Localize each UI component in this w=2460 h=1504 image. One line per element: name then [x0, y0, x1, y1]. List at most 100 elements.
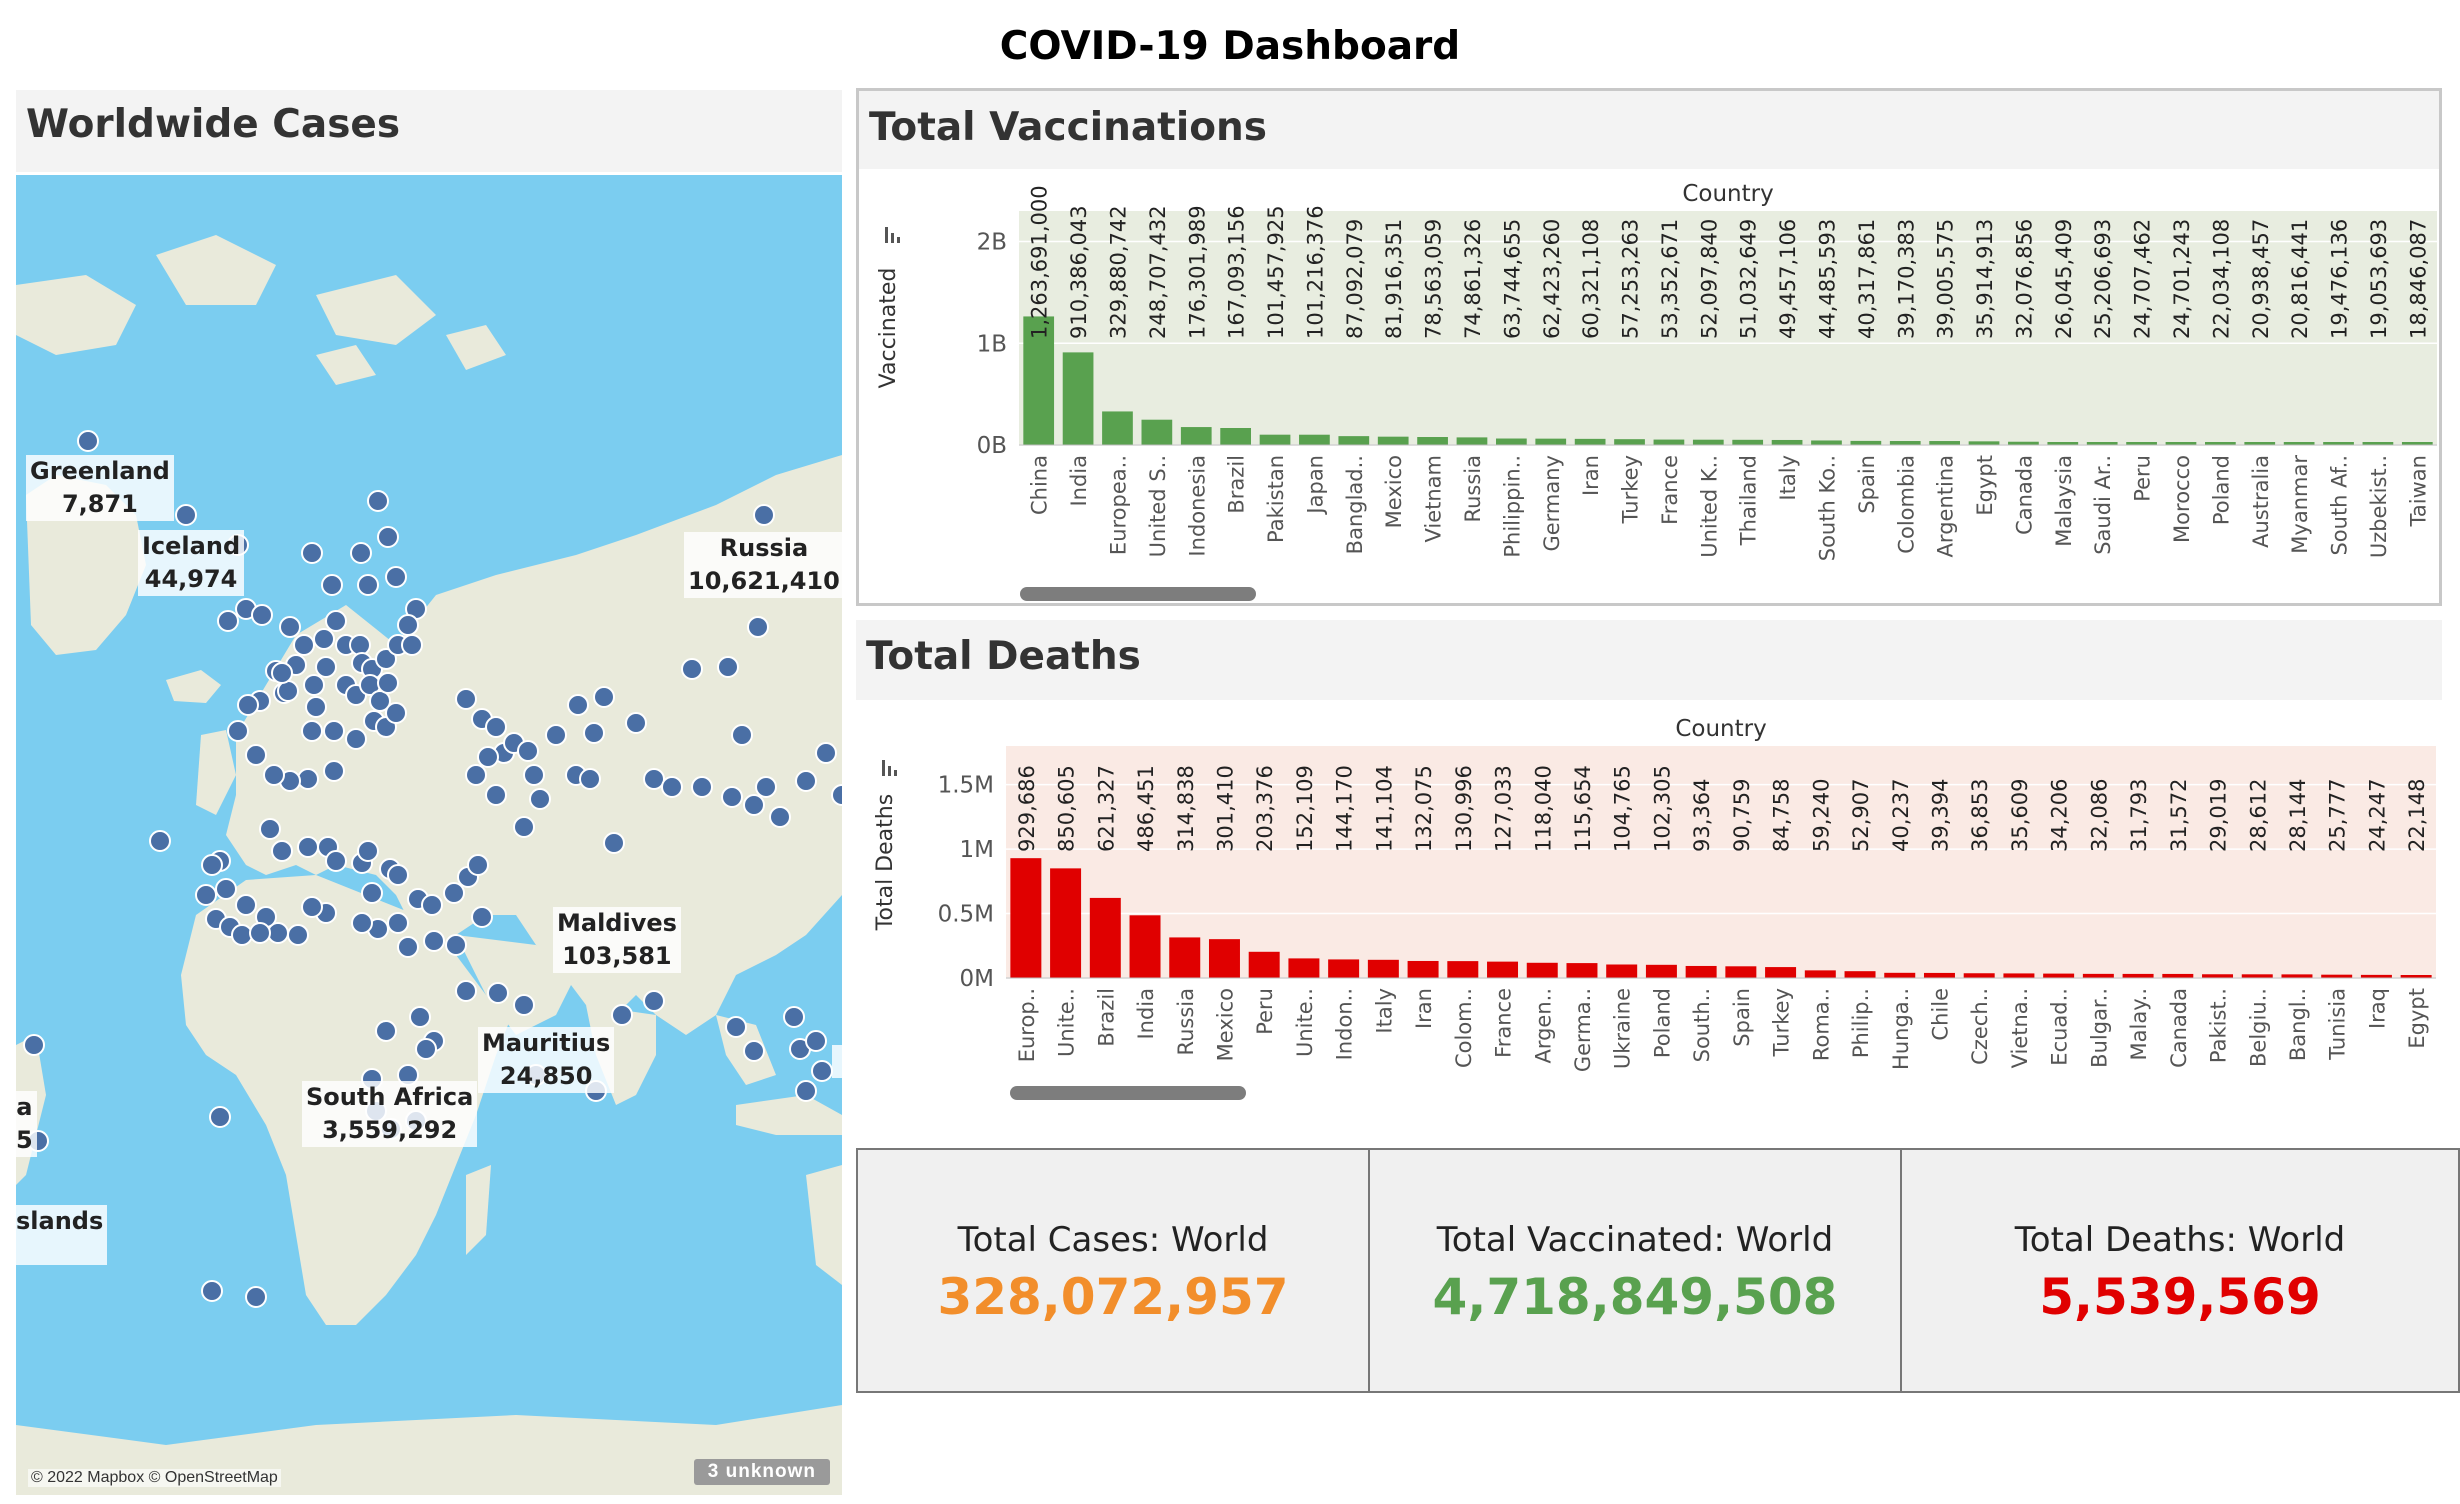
- case-point[interactable]: [271, 840, 293, 862]
- case-point[interactable]: [755, 776, 777, 798]
- case-point[interactable]: [201, 854, 223, 876]
- category-label[interactable]: Germa..: [1571, 988, 1595, 1072]
- case-point[interactable]: [350, 542, 372, 564]
- case-point[interactable]: [249, 922, 271, 944]
- category-label[interactable]: Thailand: [1737, 455, 1761, 546]
- category-label[interactable]: Vietna..: [2008, 988, 2032, 1068]
- case-point[interactable]: [325, 610, 347, 632]
- bar[interactable]: [2400, 975, 2432, 978]
- case-point[interactable]: [643, 768, 665, 790]
- case-point[interactable]: [593, 686, 615, 708]
- case-point[interactable]: [529, 788, 551, 810]
- case-point[interactable]: [245, 1286, 267, 1308]
- category-label[interactable]: Argen..: [1531, 988, 1555, 1064]
- category-label[interactable]: Turkey: [1770, 988, 1794, 1057]
- case-point[interactable]: [831, 784, 842, 806]
- case-point[interactable]: [467, 854, 489, 876]
- bar[interactable]: [1417, 437, 1448, 445]
- bar[interactable]: [1129, 915, 1161, 978]
- case-point[interactable]: [747, 616, 769, 638]
- bar[interactable]: [1653, 439, 1685, 445]
- bar[interactable]: [2241, 974, 2273, 978]
- bar[interactable]: [1495, 438, 1527, 445]
- case-point[interactable]: [579, 768, 601, 790]
- category-label[interactable]: Hunga..: [1889, 988, 1913, 1070]
- category-label[interactable]: Spain: [1855, 455, 1879, 514]
- case-point[interactable]: [251, 604, 273, 626]
- deaths-chart[interactable]: Country Total Deaths 1.5M 1M 0.5M 0M 929,686 Eu…: [856, 700, 2442, 1120]
- bar[interactable]: [1010, 858, 1042, 978]
- category-label[interactable]: Colombia: [1894, 455, 1918, 554]
- case-point[interactable]: [517, 740, 539, 762]
- category-label[interactable]: Europ..: [1015, 988, 1039, 1062]
- bar[interactable]: [1889, 441, 1921, 445]
- bar[interactable]: [1299, 434, 1330, 445]
- category-label[interactable]: Italy: [1372, 988, 1396, 1034]
- case-point[interactable]: [769, 806, 791, 828]
- world-map[interactable]: Greenland 7,871 Iceland 44,974 Russia 10…: [16, 175, 842, 1495]
- case-point[interactable]: [487, 982, 509, 1004]
- unknown-locations-badge[interactable]: 3 unknown: [693, 1459, 830, 1485]
- case-point[interactable]: [567, 694, 589, 716]
- category-label[interactable]: Pakistan: [1264, 455, 1288, 543]
- case-point[interactable]: [201, 1280, 223, 1302]
- category-label[interactable]: Iraq: [2365, 988, 2389, 1029]
- bar[interactable]: [1574, 438, 1606, 445]
- bar[interactable]: [1328, 959, 1360, 978]
- bar[interactable]: [1963, 973, 1995, 978]
- case-points[interactable]: [23, 430, 842, 1308]
- category-label[interactable]: South Ko..: [1815, 455, 1839, 561]
- bar[interactable]: [1850, 440, 1882, 445]
- category-label[interactable]: Indonesia: [1185, 455, 1209, 557]
- case-point[interactable]: [77, 430, 99, 452]
- bar[interactable]: [1614, 439, 1645, 445]
- category-label[interactable]: Peru: [1253, 988, 1277, 1035]
- category-label[interactable]: Roma..: [1809, 988, 1833, 1061]
- category-label[interactable]: Taiwan: [2406, 455, 2430, 527]
- case-point[interactable]: [361, 882, 383, 904]
- category-label[interactable]: Russia: [1174, 988, 1198, 1056]
- bar[interactable]: [1141, 419, 1173, 445]
- bar[interactable]: [2202, 974, 2234, 978]
- case-point[interactable]: [545, 724, 567, 746]
- bar[interactable]: [1023, 316, 1055, 445]
- case-point[interactable]: [279, 616, 301, 638]
- category-label[interactable]: Banglad..: [1343, 455, 1367, 554]
- case-point[interactable]: [815, 742, 837, 764]
- case-point[interactable]: [443, 882, 465, 904]
- case-point[interactable]: [259, 818, 281, 840]
- category-label[interactable]: France: [1658, 455, 1682, 525]
- case-point[interactable]: [401, 634, 423, 656]
- case-point[interactable]: [783, 1006, 805, 1028]
- category-label[interactable]: Indon..: [1333, 988, 1357, 1060]
- case-point[interactable]: [477, 746, 499, 768]
- bar[interactable]: [1259, 434, 1291, 445]
- case-point[interactable]: [523, 764, 545, 786]
- category-label[interactable]: Unite..: [1055, 988, 1079, 1057]
- category-label[interactable]: Philip..: [1849, 988, 1873, 1058]
- case-point[interactable]: [377, 672, 399, 694]
- case-point[interactable]: [731, 724, 753, 746]
- bar[interactable]: [1288, 958, 1320, 978]
- category-label[interactable]: Mexico: [1213, 988, 1237, 1061]
- case-point[interactable]: [323, 760, 345, 782]
- category-label[interactable]: Spain: [1730, 988, 1754, 1047]
- category-label[interactable]: Malay..: [2127, 988, 2151, 1060]
- bar[interactable]: [1732, 439, 1764, 445]
- category-label[interactable]: Chile: [1928, 988, 1952, 1041]
- category-label[interactable]: Iran: [1579, 455, 1603, 496]
- case-point[interactable]: [385, 566, 407, 588]
- sort-icon[interactable]: [882, 760, 897, 776]
- case-point[interactable]: [149, 830, 171, 852]
- category-label[interactable]: Brazil: [1225, 455, 1249, 514]
- category-label[interactable]: Mexico: [1382, 455, 1406, 528]
- case-point[interactable]: [805, 1030, 827, 1052]
- bar[interactable]: [2401, 442, 2433, 445]
- case-point[interactable]: [209, 1106, 231, 1128]
- case-point[interactable]: [465, 764, 487, 786]
- bar[interactable]: [1771, 439, 1803, 445]
- bar[interactable]: [1050, 868, 1082, 978]
- case-point[interactable]: [603, 832, 625, 854]
- case-point[interactable]: [811, 1060, 833, 1082]
- bar[interactable]: [1765, 967, 1797, 978]
